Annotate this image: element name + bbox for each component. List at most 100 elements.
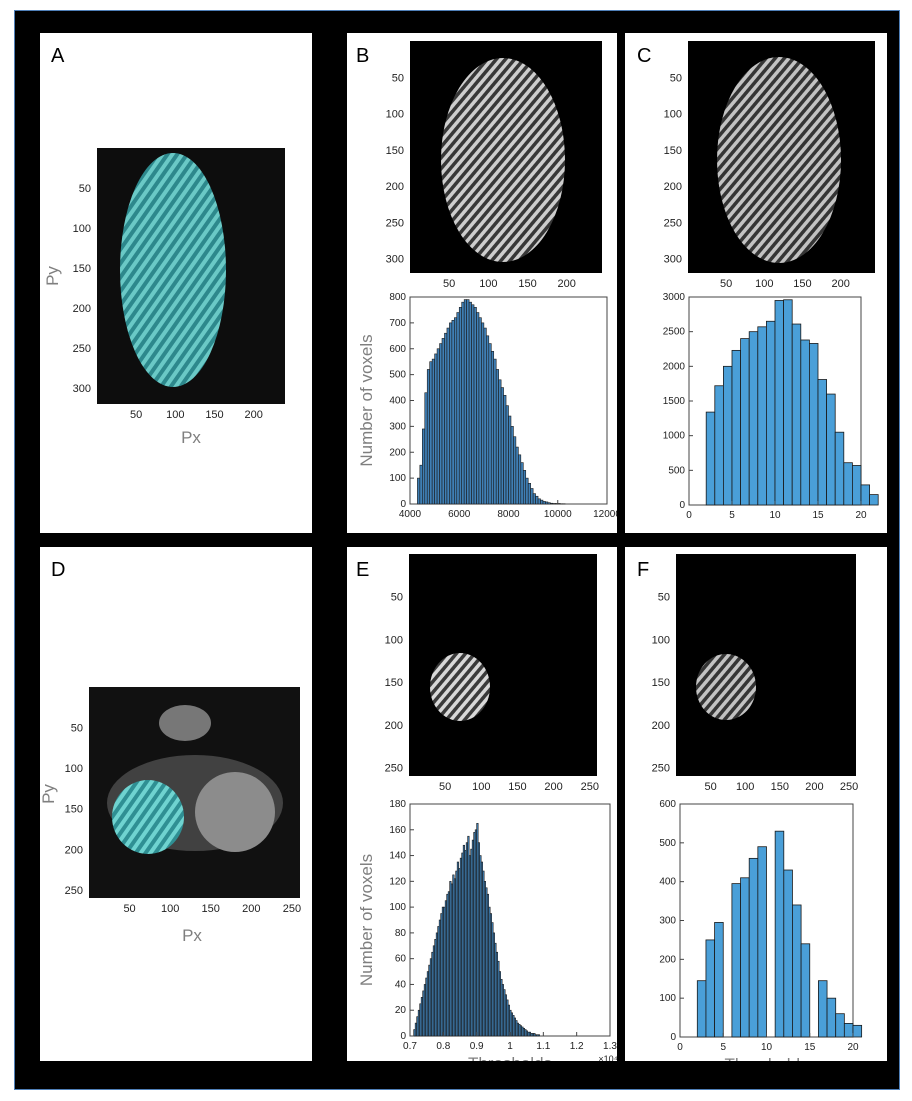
histogram-bar	[696, 980, 707, 1038]
histogram-bar	[434, 353, 438, 505]
y-tick-label: 200	[652, 720, 670, 732]
x-tick-label: 1.3	[603, 1041, 617, 1052]
panel-d: D 50 100 150 200 250 50 100 150 200 250 Px Py	[39, 547, 312, 1061]
y-tick-label: 200	[389, 447, 406, 458]
x-tick-label: 50	[123, 903, 135, 915]
y-tick-label: 700	[389, 318, 406, 329]
y-tick-label: 100	[652, 634, 670, 646]
y-tick-label: 300	[386, 254, 404, 266]
histogram-bar	[483, 327, 487, 505]
panel-e-histogram: 0.7 0.8 0.9 1 1.1 1.2 1.3 0 20 40 60 80 100 120 140 160…	[357, 799, 618, 1073]
y-tick-label: 300	[664, 254, 682, 266]
histogram-bar	[860, 484, 870, 506]
y-tick-label: 150	[386, 145, 404, 157]
y-tick-label: 60	[395, 954, 407, 965]
histogram-bar	[774, 300, 785, 506]
x-tick-label: 15	[804, 1042, 816, 1053]
y-tick-label: 150	[652, 677, 670, 689]
histogram-bar	[757, 326, 767, 506]
panel-label: C	[637, 45, 652, 67]
histogram-bar	[417, 477, 421, 505]
y-tick-label: 50	[391, 592, 403, 604]
histogram-bar	[545, 501, 549, 505]
panel-label: D	[51, 559, 66, 581]
histogram-bar	[535, 495, 539, 505]
thresholded-image	[676, 554, 856, 776]
y-tick-label: 160	[389, 825, 406, 836]
x-tick-label: 150	[202, 903, 220, 915]
histogram-bar	[468, 301, 472, 505]
histogram-bar	[495, 369, 499, 505]
histogram-bar	[481, 322, 485, 505]
y-tick-label: 500	[659, 838, 676, 849]
x-tick-label: 100	[161, 903, 179, 915]
y-tick-label: 2000	[663, 361, 686, 372]
histogram-bar	[419, 464, 423, 505]
y-tick-label: 120	[389, 876, 406, 887]
y-axis-label: Number of voxels	[357, 334, 376, 466]
y-tick-label: 50	[71, 723, 83, 735]
histogram-bar	[783, 869, 793, 1038]
panel-a-axes: 50 100 150 200 50 100 150 200 250 300	[73, 183, 263, 421]
histogram-bar	[537, 1034, 540, 1037]
histogram-bar	[454, 317, 458, 505]
histogram-bar	[471, 304, 475, 505]
figure-frame: A 50 100 150 200 50 100 150 200 250 300 Px Py B	[14, 10, 900, 1090]
histogram-bar	[500, 387, 504, 505]
panel-label: A	[51, 45, 65, 67]
y-tick-label: 20	[395, 1005, 407, 1016]
histogram-bar	[436, 348, 440, 505]
histogram-bar	[792, 904, 802, 1038]
y-tick-label: 100	[386, 109, 404, 121]
histogram-bar	[532, 493, 536, 505]
histogram-bar	[783, 299, 793, 506]
histogram-bar	[505, 405, 509, 505]
panel-c-image-axes: 50 100 150 200 50 100 150 200 250 300	[664, 72, 850, 290]
histogram-bar	[515, 446, 519, 505]
y-tick-label: 40	[395, 979, 407, 990]
x-tick-label: 150	[793, 278, 811, 290]
histogram-bar	[705, 939, 715, 1038]
histogram-bar	[552, 503, 556, 505]
histogram-bar	[714, 385, 724, 506]
x-tick-label: 50	[720, 278, 732, 290]
histogram-bar	[426, 369, 431, 505]
x-tick-label: 100	[166, 409, 184, 421]
x-tick-label: 50	[439, 781, 451, 793]
panel-d-axes: 50 100 150 200 250 50 100 150 200 250	[65, 723, 301, 915]
panel-f: F 50 100 150 200 250 50 100 150 200 250 0 5 10 15 20 0…	[625, 547, 887, 1074]
right-region	[195, 772, 275, 852]
y-tick-label: 50	[670, 72, 682, 84]
x-tick-label: 50	[130, 409, 142, 421]
x-tick-label: 5	[720, 1042, 726, 1053]
x-tick-label: 100	[479, 278, 497, 290]
y-tick-label: 180	[389, 799, 406, 810]
histogram-bar	[458, 307, 463, 505]
x-axis-label: Thresholds	[724, 1055, 808, 1061]
y-axis-label: Number of voxels	[357, 854, 376, 986]
y-tick-label: 300	[659, 916, 676, 927]
y-tick-label: 100	[659, 993, 676, 1004]
x-tick-label: 200	[831, 278, 849, 290]
y-tick-label: 250	[73, 343, 91, 355]
segmented-region-gray	[430, 653, 490, 721]
thresholded-region	[696, 654, 756, 720]
histogram-bar	[446, 327, 450, 505]
y-tick-label: 150	[664, 145, 682, 157]
histogram-bar	[800, 339, 810, 506]
x-tick-label: 0.8	[436, 1041, 450, 1052]
histogram-bar	[449, 322, 453, 505]
x-tick-label: 150	[771, 781, 789, 793]
thresholded-region	[717, 57, 841, 263]
histogram-bar	[424, 392, 428, 505]
histogram-bar	[826, 997, 837, 1038]
histogram-bar	[476, 312, 480, 505]
histogram-bar	[510, 426, 514, 505]
y-tick-label: 100	[385, 634, 403, 646]
histogram-bar	[498, 379, 502, 505]
histogram-bar	[740, 877, 750, 1038]
histogram-bar	[791, 323, 802, 506]
y-tick-label: 100	[73, 223, 91, 235]
y-tick-label: 800	[389, 292, 406, 303]
